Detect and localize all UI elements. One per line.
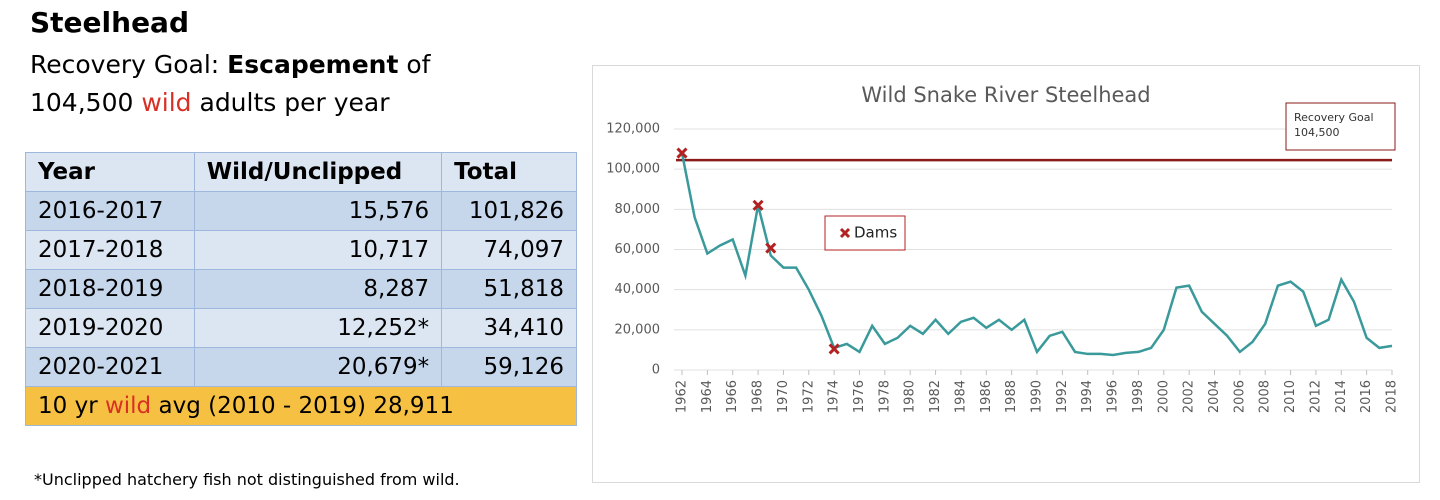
text: avg (2010 - 2019) 28,911 — [151, 393, 454, 419]
dam-marker — [828, 343, 840, 355]
text: adults per year — [191, 88, 390, 117]
y-tick-label: 100,000 — [606, 162, 660, 177]
row: 2019-2020 12,252* 34,410 — [25, 308, 577, 348]
footer-row: 10 yr wild avg (2010 - 2019) 28,911 — [25, 386, 577, 426]
goal-label: Recovery Goal — [1294, 111, 1374, 124]
dam-marker — [765, 242, 777, 254]
cell: 2017-2018 — [25, 230, 195, 270]
column-header: Total — [441, 152, 577, 192]
chart: Wild Snake River Steelhead 0 20,000 40,000 6… — [592, 65, 1420, 483]
x-tick-label: 1992 — [1055, 380, 1070, 413]
text: Recovery Goal: — [30, 50, 228, 79]
text: wild — [104, 393, 152, 419]
x-tick-label: 1970 — [776, 380, 791, 413]
x-tick-label: 2010 — [1283, 380, 1298, 413]
x-tick-label: 2004 — [1207, 380, 1222, 413]
column-header: Year — [25, 152, 195, 192]
text: Escapement — [227, 50, 399, 79]
dam-marker — [676, 147, 688, 159]
y-tick-label: 0 — [652, 363, 660, 378]
x-tick-label: 2014 — [1334, 380, 1349, 413]
x-tick-label: 2000 — [1156, 380, 1171, 413]
x-tick-label: 1964 — [700, 380, 715, 413]
cell: 20,679* — [193, 347, 443, 387]
footer-cell: 10 yr wild avg (2010 - 2019) 28,911 — [25, 386, 577, 426]
x-tick-label: 2012 — [1308, 380, 1323, 413]
text: wild — [141, 88, 192, 117]
y-tick-label: 60,000 — [615, 242, 661, 257]
y-tick-label: 40,000 — [615, 282, 661, 297]
x-tick-label: 1982 — [928, 380, 943, 413]
goal-value-label: 104,500 — [1294, 126, 1340, 139]
subtitle: Recovery Goal: Escapement of — [30, 50, 430, 79]
cell: 8,287 — [193, 269, 443, 309]
x-tick-label: 1976 — [852, 380, 867, 413]
x-tick-label: 1966 — [725, 380, 740, 413]
x-tick-label: 1978 — [877, 380, 892, 413]
chart-border — [592, 65, 1420, 483]
cell: 74,097 — [441, 230, 577, 270]
cell: 2016-2017 — [25, 191, 195, 231]
x-tick-label: 1974 — [827, 380, 842, 413]
cell: 15,576 — [193, 191, 443, 231]
x-tick-label: 2008 — [1258, 380, 1273, 413]
x-tick-label: 1968 — [751, 380, 766, 413]
x-tick-label: 1980 — [903, 380, 918, 413]
text: 104,500 — [30, 88, 142, 117]
cell: 101,826 — [441, 191, 577, 231]
goal-box — [1285, 102, 1396, 151]
row: 2020-2021 20,679* 59,126 — [25, 347, 577, 387]
cell: 59,126 — [441, 347, 577, 387]
title: Steelhead — [30, 6, 189, 39]
y-tick-label: 120,000 — [606, 122, 660, 137]
legend-label: Dams — [854, 224, 897, 242]
x-tick-label: 1986 — [979, 380, 994, 413]
row: 2017-2018 10,717 74,097 — [25, 230, 577, 270]
subtitle: 104,500 wild adults per year — [30, 88, 390, 117]
cell: 12,252* — [193, 308, 443, 348]
x-tick-label: 1962 — [675, 380, 690, 413]
cell: 2018-2019 — [25, 269, 195, 309]
x-tick-label: 1990 — [1030, 380, 1045, 413]
cell: 34,410 — [441, 308, 577, 348]
text: of — [398, 50, 431, 79]
cell: 2019-2020 — [25, 308, 195, 348]
line — [680, 152, 1393, 357]
x-tick-label: 1972 — [801, 380, 816, 413]
x-tick-label: 2006 — [1232, 380, 1247, 413]
x-tick-label: 2018 — [1385, 380, 1400, 413]
dam-marker — [752, 199, 764, 211]
x-tick-label: 1996 — [1106, 380, 1121, 413]
cell: 51,818 — [441, 269, 577, 309]
x-tick-label: 1994 — [1080, 380, 1095, 413]
legend-box — [824, 215, 906, 251]
row: 2016-2017 15,576 101,826 — [25, 191, 577, 231]
cell: 2020-2021 — [25, 347, 195, 387]
y-tick-label: 20,000 — [615, 322, 661, 337]
x-tick-label: 1988 — [1004, 380, 1019, 413]
column-header: Wild/Unclipped — [193, 152, 443, 192]
cell: 10,717 — [193, 230, 443, 270]
footnote: *Unclipped hatchery fish not distinguish… — [34, 470, 460, 489]
header-row: Year Wild/Unclipped Total — [25, 152, 577, 192]
legend-marker — [839, 227, 851, 239]
x-tick-label: 1984 — [953, 380, 968, 413]
x-tick-label: 2016 — [1359, 380, 1374, 413]
table: Year Wild/Unclipped Total 2016-2017 15,576 10… — [25, 152, 577, 426]
x-tick-label: 2002 — [1182, 380, 1197, 413]
text: 10 yr — [38, 393, 105, 419]
y-tick-label: 80,000 — [615, 202, 661, 217]
x-tick-label: 1998 — [1131, 380, 1146, 413]
chart-title: Wild Snake River Steelhead — [861, 83, 1150, 107]
row: 2018-2019 8,287 51,818 — [25, 269, 577, 309]
